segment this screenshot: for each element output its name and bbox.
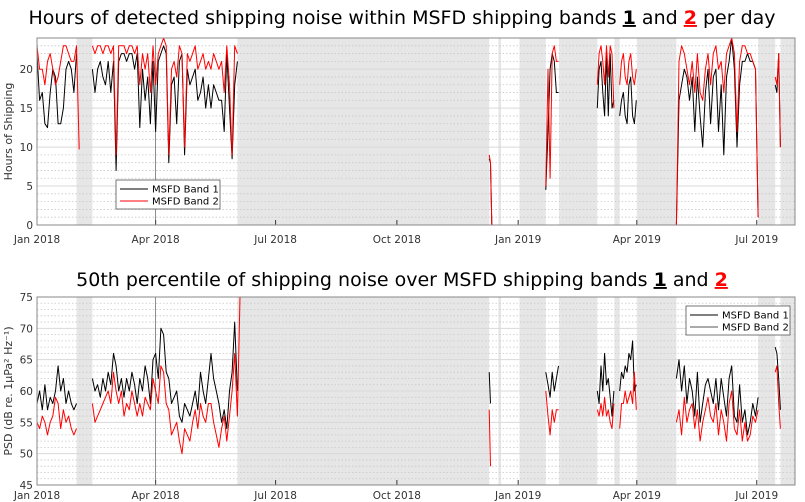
series-band-1-segment bbox=[619, 340, 637, 392]
y-axis-label: Hours of Shipping bbox=[2, 83, 15, 181]
y-tick-label: 45 bbox=[20, 480, 33, 492]
y-tick-label: 10 bbox=[20, 142, 33, 154]
series-band-1-segment bbox=[91, 321, 238, 430]
series-band-1-segment bbox=[596, 352, 615, 417]
x-tick-label: Jul 2019 bbox=[734, 234, 778, 246]
legend-label: MSFD Band 2 bbox=[152, 197, 219, 208]
series-band-1-segment bbox=[675, 359, 759, 436]
x-tick-label: Apr 2018 bbox=[132, 490, 180, 502]
x-tick-label: Jan 2019 bbox=[494, 234, 541, 246]
series-band-2-segment bbox=[91, 37, 238, 156]
series-band-1-segment bbox=[774, 346, 781, 410]
y-tick-label: 20 bbox=[20, 64, 33, 76]
title-part: 1 bbox=[654, 269, 667, 291]
x-tick-label: Jan 2018 bbox=[13, 490, 60, 502]
chart-title: 50th percentile of shipping noise over M… bbox=[76, 269, 728, 291]
series-band-2-segment bbox=[488, 409, 491, 467]
series-band-2-segment bbox=[36, 396, 77, 436]
y-tick-label: 0 bbox=[26, 220, 33, 232]
no-data-region bbox=[780, 38, 795, 225]
legend-label: MSFD Band 1 bbox=[152, 185, 219, 196]
y-tick-label: 50 bbox=[20, 449, 33, 461]
series-band-2-segment bbox=[91, 296, 241, 455]
y-tick-label: 70 bbox=[20, 323, 33, 335]
x-tick-label: Oct 2018 bbox=[373, 234, 421, 246]
x-tick-label: Apr 2019 bbox=[613, 490, 661, 502]
no-data-region bbox=[76, 38, 93, 225]
x-tick-label: Jul 2018 bbox=[253, 234, 297, 246]
title-part: 2 bbox=[715, 269, 728, 291]
no-data-region bbox=[614, 38, 620, 225]
x-tick-label: Jan 2018 bbox=[13, 234, 60, 246]
x-tick-label: Apr 2019 bbox=[613, 234, 661, 246]
series-band-1-segment bbox=[36, 365, 77, 411]
chart-title: Hours of detected shipping noise within … bbox=[28, 7, 775, 29]
y-axis-label: PSD (dB re. 1μPa² Hz⁻¹) bbox=[2, 326, 15, 455]
y-tick-label: 15 bbox=[20, 103, 33, 115]
series-band-2-segment bbox=[774, 53, 781, 148]
series-band-1-segment bbox=[596, 53, 615, 117]
plot-frame bbox=[36, 37, 796, 226]
x-tick-label: Apr 2018 bbox=[132, 234, 180, 246]
plot-frame bbox=[36, 296, 796, 486]
legend-box bbox=[685, 305, 791, 336]
title-part: per day bbox=[697, 7, 776, 29]
series-band-2-segment bbox=[488, 154, 499, 226]
legend-box bbox=[115, 179, 221, 210]
series-band-1-segment bbox=[619, 76, 637, 125]
no-data-region bbox=[559, 38, 598, 225]
y-tick-label: 5 bbox=[26, 181, 33, 193]
x-tick-label: Oct 2018 bbox=[373, 490, 421, 502]
series-band-2-segment bbox=[36, 45, 80, 150]
series-band-1-segment bbox=[675, 37, 759, 226]
x-tick-label: Jul 2019 bbox=[734, 490, 778, 502]
y-tick-label: 55 bbox=[20, 417, 33, 429]
title-part: 50th percentile of shipping noise over M… bbox=[76, 269, 653, 291]
chart-2: 50th percentile of shipping noise over M… bbox=[2, 269, 796, 502]
series-band-2-segment bbox=[675, 37, 759, 226]
title-part: 1 bbox=[623, 7, 636, 29]
series-band-2-segment bbox=[545, 45, 559, 187]
series-band-2-segment bbox=[774, 365, 781, 429]
series-band-2-segment bbox=[619, 371, 637, 429]
legend-label: MSFD Band 1 bbox=[722, 311, 789, 322]
series-band-1-segment bbox=[36, 53, 77, 129]
legend-label: MSFD Band 2 bbox=[722, 323, 789, 334]
y-tick-label: 75 bbox=[20, 292, 33, 304]
series-band-2-segment bbox=[545, 390, 559, 436]
title-part: and bbox=[667, 269, 715, 291]
y-tick-label: 65 bbox=[20, 355, 33, 367]
title-part: 2 bbox=[684, 7, 697, 29]
title-part: and bbox=[636, 7, 684, 29]
series-band-1-segment bbox=[488, 372, 491, 404]
series-band-2-segment bbox=[596, 45, 615, 109]
y-tick-label: 60 bbox=[20, 386, 33, 398]
series-band-1-segment bbox=[545, 365, 559, 398]
chart-1: Hours of detected shipping noise within … bbox=[2, 7, 796, 246]
series-band-2-segment bbox=[675, 390, 759, 442]
x-tick-label: Jul 2018 bbox=[253, 490, 297, 502]
series-band-2-segment bbox=[619, 53, 637, 86]
series-band-2-segment bbox=[596, 396, 615, 430]
x-tick-label: Jan 2019 bbox=[494, 490, 541, 502]
title-part: Hours of detected shipping noise within … bbox=[28, 7, 622, 29]
